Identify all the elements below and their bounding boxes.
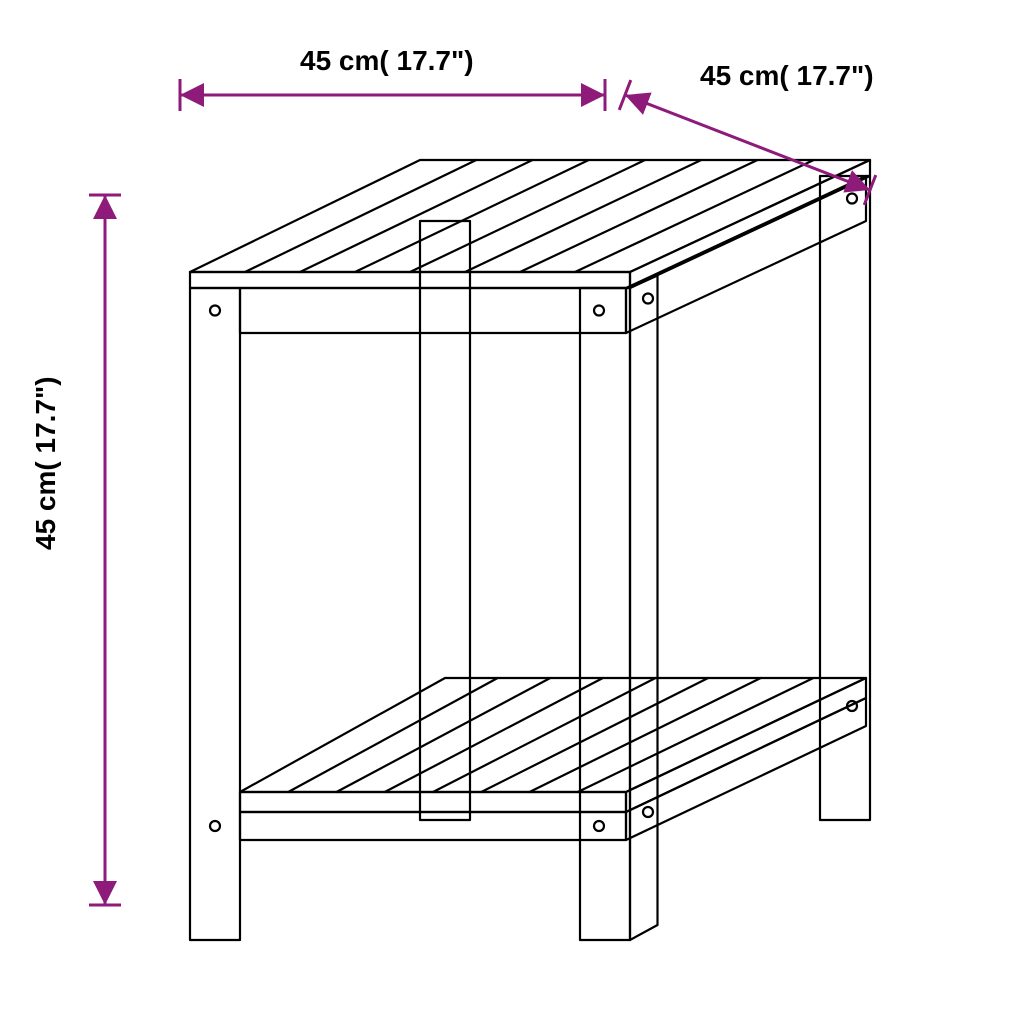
dimension-label-height: 45 cm( 17.7") [30,376,62,550]
dimension-label-depth: 45 cm( 17.7") [700,60,874,92]
dimension-lines [0,0,1024,1024]
dimension-label-width: 45 cm( 17.7") [300,45,474,77]
drawing-stage: 45 cm( 17.7") 45 cm( 17.7") 45 cm( 17.7"… [0,0,1024,1024]
